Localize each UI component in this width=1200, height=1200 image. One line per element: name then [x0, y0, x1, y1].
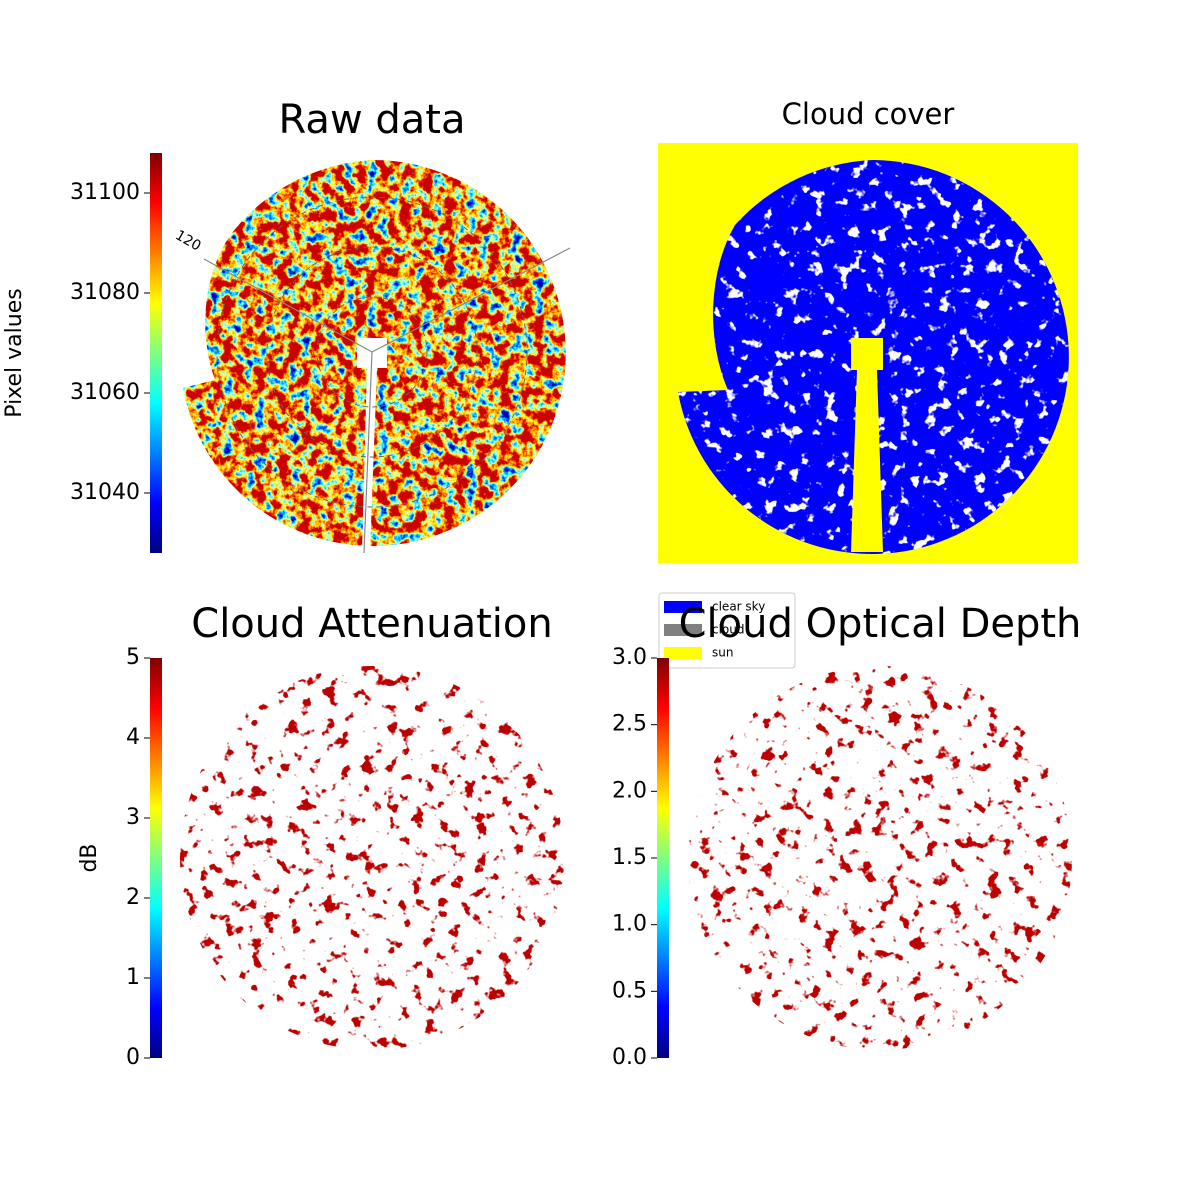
legend-label: sun [712, 646, 733, 660]
colorbar-label: Pixel values [2, 288, 27, 417]
panel-title: Cloud Optical Depth [679, 601, 1082, 647]
colorbar-tick-label: 4 [126, 725, 140, 750]
panel-title: Raw data [279, 97, 466, 143]
panel-title: Cloud cover [782, 97, 955, 131]
colorbar-tick-label: 2.0 [612, 778, 647, 803]
colorbar-tick-label: 3 [126, 805, 140, 830]
legend: clear sky cloud sun [658, 592, 796, 669]
attenuation-image [180, 666, 564, 1050]
colorbar-tick-label: 0 [126, 1045, 140, 1070]
optical-depth-image [688, 666, 1072, 1050]
colorbar-tick-label: 31080 [70, 280, 140, 305]
annotation: 120 [172, 227, 203, 254]
raw-image [183, 159, 571, 554]
colorbar-tick-label: 3.0 [612, 645, 647, 670]
colorbar-tick-label: 5 [126, 645, 140, 670]
colorbar-tick-label: 0.5 [612, 978, 647, 1003]
legend-swatch [664, 647, 702, 659]
colorbar-tick-label: 1.0 [612, 912, 647, 937]
legend-swatch [664, 601, 702, 613]
colorbar-label: dB [77, 843, 102, 872]
colorbar [150, 153, 162, 553]
panel-title: Cloud Attenuation [191, 601, 552, 647]
colorbar [657, 658, 669, 1058]
legend-label: clear sky [712, 600, 765, 614]
colorbar-tick-label: 2.5 [612, 712, 647, 737]
cloud-cover-image [658, 143, 1078, 563]
colorbar-tick-label: 1 [126, 965, 140, 990]
colorbar-tick-label: 31060 [70, 380, 140, 405]
colorbar-tick-label: 0.0 [612, 1045, 647, 1070]
colorbar-tick-label: 2 [126, 885, 140, 910]
legend-swatch [664, 624, 702, 636]
colorbar-tick-label: 31040 [70, 480, 140, 505]
colorbar-tick-label: 1.5 [612, 845, 647, 870]
colorbar-tick-label: 31100 [70, 180, 140, 205]
colorbar [150, 658, 162, 1058]
legend-label: cloud [712, 623, 745, 637]
